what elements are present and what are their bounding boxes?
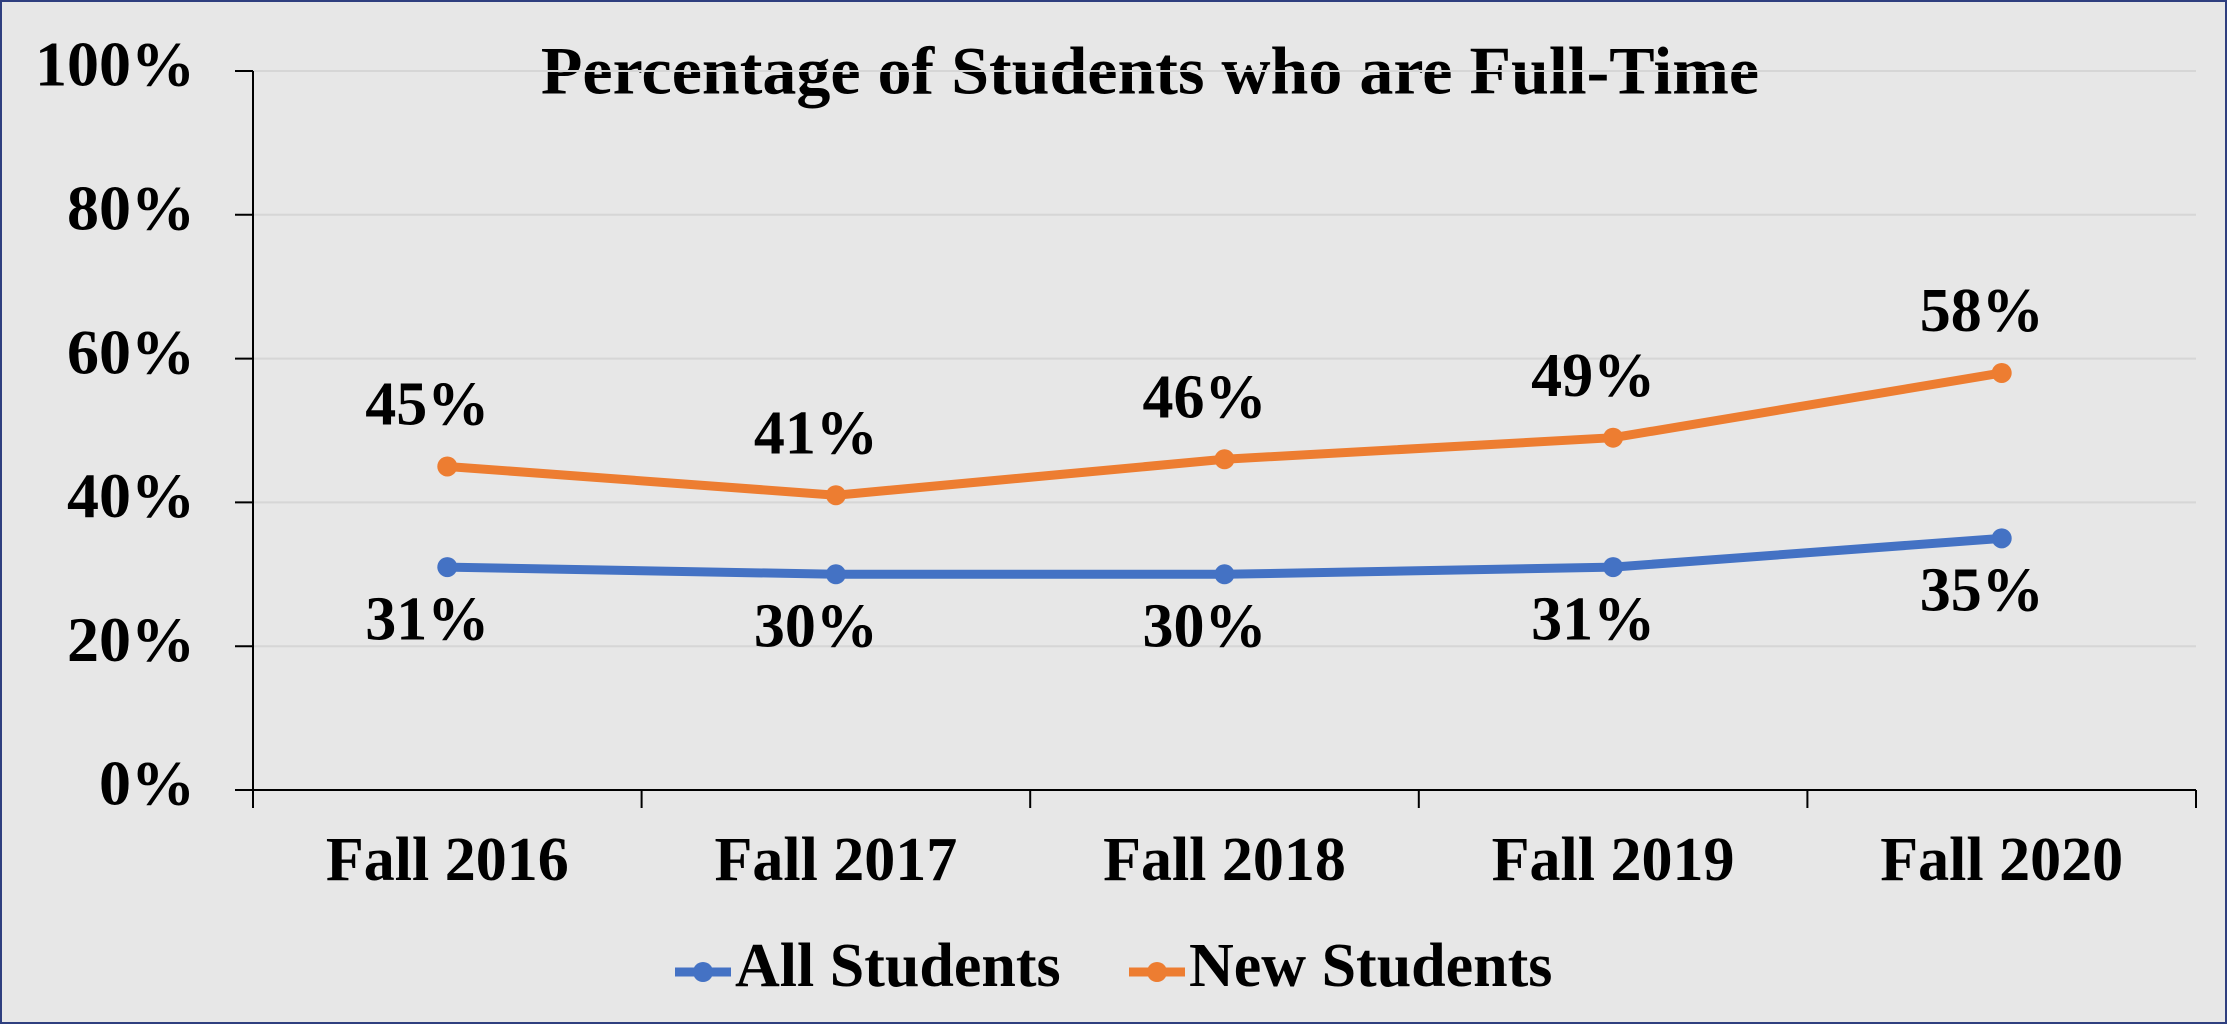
x-tick-label: Fall 2020 (1880, 826, 2123, 894)
data-point (1991, 362, 2012, 383)
legend-label: All Students (735, 932, 1061, 1000)
data-point (1603, 427, 1624, 448)
data-label: 31% (365, 585, 489, 653)
y-tick-label: 60% (67, 316, 195, 387)
data-point (1603, 557, 1624, 578)
x-tick-label: Fall 2016 (326, 826, 569, 894)
y-tick-label: 20% (67, 604, 195, 675)
data-point (437, 456, 458, 477)
legend-marker (693, 962, 713, 982)
data-point (1214, 449, 1235, 470)
data-point (1991, 528, 2012, 549)
x-tick-label: Fall 2018 (1103, 826, 1346, 894)
data-label: 30% (1143, 593, 1267, 661)
data-point (1214, 564, 1235, 585)
data-label: 35% (1920, 557, 2044, 625)
legend-label: New Students (1189, 932, 1552, 1000)
x-tick-label: Fall 2019 (1492, 826, 1735, 894)
y-tick-label: 40% (67, 460, 195, 531)
data-label: 45% (365, 371, 489, 439)
data-label: 46% (1143, 363, 1267, 431)
data-label: 31% (1531, 585, 1655, 653)
data-point (437, 557, 458, 578)
data-label: 58% (1920, 277, 2044, 345)
y-tick-label: 0% (99, 748, 195, 819)
data-label: 49% (1531, 342, 1655, 410)
data-point (825, 485, 846, 506)
data-point (825, 564, 846, 585)
data-label: 30% (754, 593, 878, 661)
legend-marker (1147, 962, 1167, 982)
y-tick-label: 80% (67, 172, 195, 243)
y-tick-label: 100% (35, 29, 195, 100)
x-tick-label: Fall 2017 (714, 826, 957, 894)
data-label: 41% (754, 399, 878, 467)
